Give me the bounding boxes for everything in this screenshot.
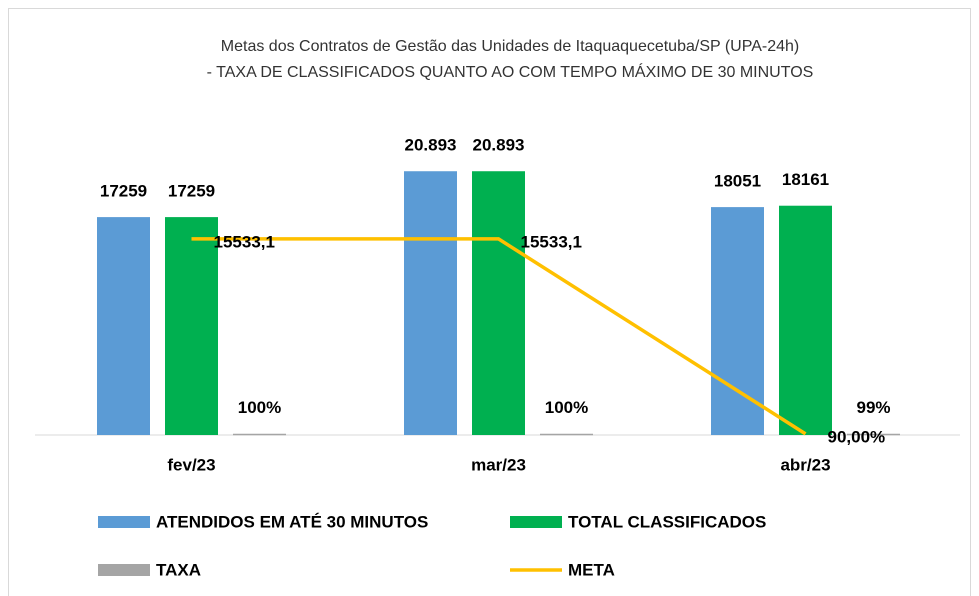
bar — [711, 207, 764, 435]
chart-title: Metas dos Contratos de Gestão das Unidad… — [221, 38, 799, 55]
x-tick-label: mar/23 — [471, 455, 526, 474]
data-label: 20.893 — [405, 136, 457, 155]
bar — [847, 433, 900, 436]
bar — [779, 205, 832, 435]
bar — [97, 217, 150, 435]
data-label: 100% — [238, 398, 281, 417]
legend-swatch — [98, 516, 150, 528]
data-label: 20.893 — [473, 136, 525, 155]
legend-label: META — [568, 560, 615, 579]
data-label: 15533,1 — [521, 232, 582, 251]
data-label: 18161 — [782, 170, 829, 189]
data-label: 100% — [545, 398, 588, 417]
line — [191, 237, 807, 436]
bar — [165, 217, 218, 435]
data-label: 17259 — [100, 182, 147, 201]
chart-subtitle: - TAXA DE CLASSIFICADOS QUANTO AO COM TE… — [207, 62, 814, 81]
data-label: 17259 — [168, 182, 215, 201]
bar — [233, 433, 286, 436]
legend-label: TOTAL CLASSIFICADOS — [568, 512, 766, 531]
legend-label: ATENDIDOS EM ATÉ 30 MINUTOS — [156, 512, 428, 531]
legend-swatch — [98, 564, 150, 576]
data-label: 18051 — [714, 172, 761, 191]
bar — [472, 171, 525, 435]
x-tick-label: fev/23 — [167, 455, 215, 474]
data-label: 15533,1 — [214, 232, 275, 251]
data-label: 99% — [856, 398, 890, 417]
data-label: 90,00% — [828, 427, 886, 446]
legend-swatch — [510, 516, 562, 528]
legend-label: TAXA — [156, 560, 201, 579]
bar — [404, 171, 457, 435]
x-tick-label: abr/23 — [780, 455, 830, 474]
bar — [540, 433, 593, 436]
